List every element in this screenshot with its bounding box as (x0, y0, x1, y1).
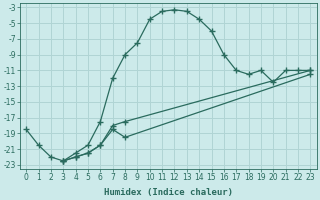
X-axis label: Humidex (Indice chaleur): Humidex (Indice chaleur) (104, 188, 233, 197)
